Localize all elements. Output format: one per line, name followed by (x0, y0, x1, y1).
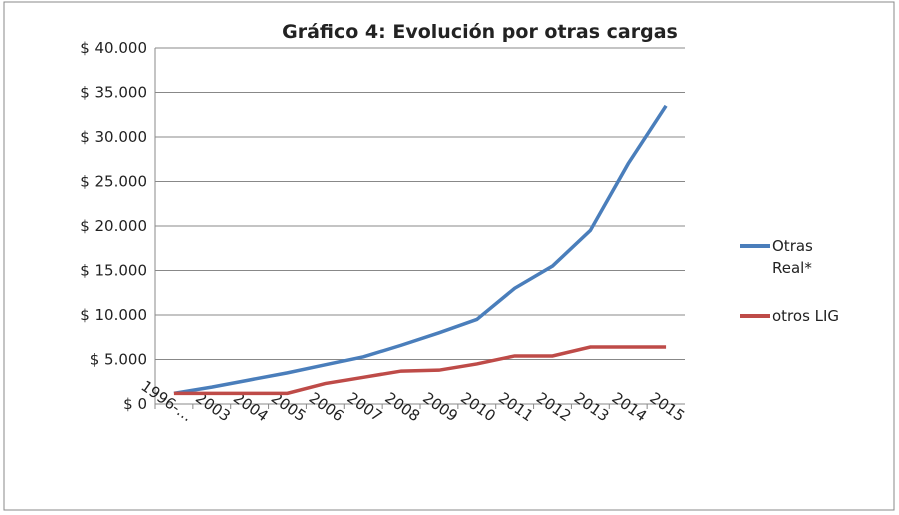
x-tick-label: 2012 (533, 389, 575, 426)
y-tick-label: $ 15.000 (80, 262, 147, 280)
x-tick-label: 2007 (344, 389, 386, 426)
legend-label: otros LIG (772, 307, 840, 325)
chart-frame (3, 1, 895, 511)
y-tick-label: $ 40.000 (80, 39, 147, 57)
legend-label: Otras Real* (772, 237, 813, 277)
x-tick-label: 2008 (381, 389, 423, 426)
legend-swatch (740, 244, 770, 248)
x-tick-label: 2015 (646, 389, 688, 426)
y-tick-label: $ 35.000 (80, 84, 147, 102)
y-tick-label: $ 30.000 (80, 128, 147, 146)
y-tick-label: $ 25.000 (80, 173, 147, 191)
x-tick-label: 2009 (419, 389, 461, 426)
legend-item: otros LIG (740, 305, 852, 327)
y-tick-label: $ 20.000 (80, 217, 147, 235)
x-tick-label: 2011 (495, 389, 537, 426)
chart-title: Gráfico 4: Evolución por otras cargas (282, 21, 678, 43)
legend-swatch (740, 314, 770, 318)
x-tick-label: 2010 (457, 389, 499, 426)
series-line (173, 345, 667, 396)
series-line (173, 104, 668, 396)
y-tick-label: $ 10.000 (80, 306, 147, 324)
x-tick-label: 2013 (571, 389, 613, 426)
x-tick-label: 2014 (609, 389, 651, 426)
y-tick-label: $ 0 (123, 395, 147, 413)
x-tick-label: 2006 (306, 389, 348, 426)
y-tick-label: $ 5.000 (90, 351, 147, 369)
legend-item: Otras Real* (740, 235, 852, 279)
